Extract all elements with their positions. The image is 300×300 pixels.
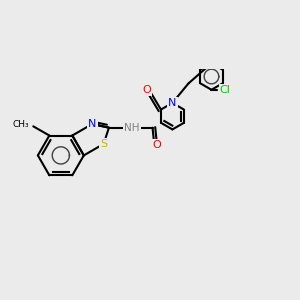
Text: N: N: [88, 119, 96, 129]
Text: S: S: [100, 139, 107, 149]
Text: CH₃: CH₃: [13, 121, 29, 130]
Text: Cl: Cl: [220, 85, 231, 95]
Text: O: O: [152, 140, 161, 150]
Text: N: N: [168, 98, 177, 108]
Text: NH: NH: [124, 123, 140, 133]
Text: O: O: [142, 85, 151, 94]
